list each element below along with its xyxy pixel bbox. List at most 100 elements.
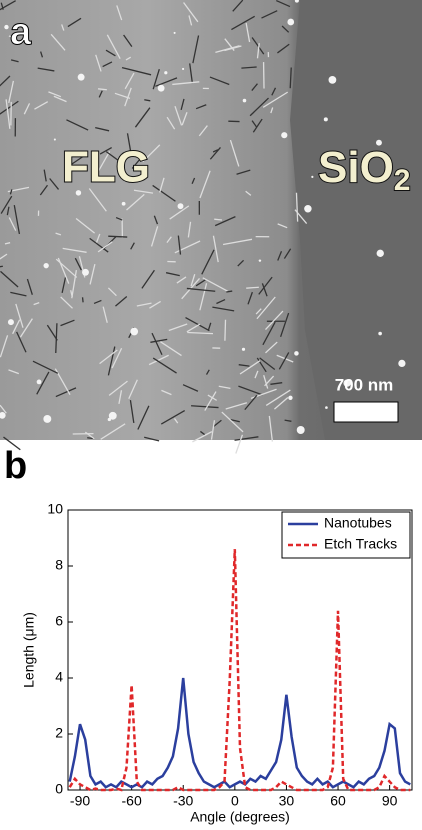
nanotube-texture — [261, 283, 268, 297]
particle-texture — [75, 190, 82, 196]
nanotube-texture — [102, 61, 113, 68]
nanotube-texture — [192, 431, 213, 443]
nanotube-texture — [212, 306, 235, 312]
nanotube-texture — [186, 323, 201, 333]
particle-texture — [108, 411, 117, 420]
nanotube-texture — [107, 346, 116, 376]
x-tick-label: 30 — [279, 793, 295, 809]
nanotube-texture — [150, 226, 159, 247]
nanotube-texture — [235, 434, 244, 454]
nanotube-texture — [89, 263, 96, 285]
nanotube-texture — [218, 385, 231, 390]
nanotube-texture — [289, 67, 292, 89]
region-text: SiO — [318, 143, 394, 192]
nanotube-texture — [247, 291, 253, 305]
particle-texture — [241, 347, 246, 351]
nanotube-texture — [189, 63, 194, 84]
nanotube-texture — [166, 116, 176, 130]
nanotube-texture — [195, 279, 206, 287]
nanotube-texture — [277, 250, 283, 261]
nanotube-texture — [229, 139, 240, 167]
nanotube-texture — [93, 299, 102, 305]
nanotube-texture — [180, 98, 185, 111]
nanotube-texture — [75, 218, 96, 234]
nanotube-texture — [268, 415, 274, 442]
nanotube-texture — [137, 405, 150, 430]
particle-texture — [242, 98, 247, 103]
nanotube-texture — [152, 184, 176, 202]
nanotube-texture — [192, 35, 200, 64]
legend-label: Etch Tracks — [324, 536, 397, 552]
nanotube-texture — [274, 396, 289, 410]
nanotube-texture — [68, 155, 84, 167]
x-axis-label: Angle (degrees) — [190, 809, 290, 825]
nanotube-texture — [105, 49, 116, 57]
nanotube-texture — [123, 34, 133, 47]
nanotube-texture — [62, 247, 87, 253]
particle-texture — [80, 153, 83, 156]
nanotube-texture — [190, 274, 196, 287]
nanotube-texture — [95, 151, 111, 177]
particle-texture — [77, 73, 85, 81]
nanotube-texture — [152, 68, 160, 90]
panel-label: a — [10, 11, 32, 53]
nanotube-texture — [277, 223, 288, 229]
nanotube-texture — [249, 97, 269, 117]
nanotube-texture — [134, 107, 151, 128]
nanotube-texture — [3, 436, 21, 451]
nanotube-texture — [198, 125, 208, 137]
nanotube-texture — [0, 0, 16, 11]
particle-texture — [182, 67, 185, 71]
nanotube-texture — [61, 277, 67, 293]
nanotube-texture — [142, 144, 161, 163]
nanotube-texture — [99, 147, 112, 155]
nanotube-texture — [160, 341, 182, 357]
nanotube-texture — [0, 75, 11, 87]
particle-texture — [287, 18, 295, 26]
nanotube-texture — [33, 302, 40, 306]
nanotube-texture — [12, 319, 21, 335]
nanotube-texture — [0, 100, 19, 115]
particle-texture — [82, 268, 89, 276]
y-tick-label: 2 — [55, 725, 63, 741]
nanotube-texture — [276, 0, 291, 8]
particle-texture — [258, 259, 262, 262]
nanotube-texture — [0, 253, 8, 260]
nanotube-texture — [0, 270, 19, 288]
particle-texture — [294, 351, 299, 356]
particle-texture — [376, 139, 382, 146]
nanotube-texture — [201, 249, 215, 275]
nanotube-texture — [130, 242, 135, 250]
nanotube-texture — [279, 312, 290, 338]
nanotube-texture — [265, 341, 278, 354]
nanotube-texture — [177, 235, 182, 255]
nanotube-texture — [199, 283, 208, 311]
nanotube-texture — [195, 104, 207, 110]
nanotube-texture — [55, 387, 77, 398]
nanotube-texture — [159, 177, 165, 193]
nanotube-texture — [284, 419, 292, 422]
nanotube-texture — [213, 419, 222, 428]
nanotube-texture — [105, 151, 124, 165]
nanotube-texture — [238, 385, 263, 396]
nanotube-texture — [48, 91, 62, 98]
nanotube-texture — [124, 72, 135, 90]
particle-texture — [398, 359, 406, 368]
nanotube-texture — [74, 257, 82, 271]
chart: 0 2 4 6 8 10 -90 -60 -30 0 30 60 90 Angle (degrees) Le… — [21, 501, 413, 825]
particle-texture — [378, 331, 382, 336]
y-tick-label: 4 — [55, 669, 63, 685]
nanotube-texture — [251, 120, 258, 128]
nanotube-texture — [89, 237, 109, 253]
nanotube-texture — [49, 178, 60, 190]
nanotube-texture — [258, 276, 273, 295]
nanotube-texture — [153, 215, 159, 225]
nanotube-texture — [148, 354, 169, 366]
subscript: 2 — [394, 164, 411, 197]
nanotube-texture — [295, 192, 299, 222]
nanotube-texture — [205, 369, 210, 375]
nanotube-texture — [202, 277, 228, 292]
nanotube-texture — [232, 0, 244, 12]
nanotube-texture — [252, 118, 263, 133]
nanotube-texture — [57, 257, 70, 284]
